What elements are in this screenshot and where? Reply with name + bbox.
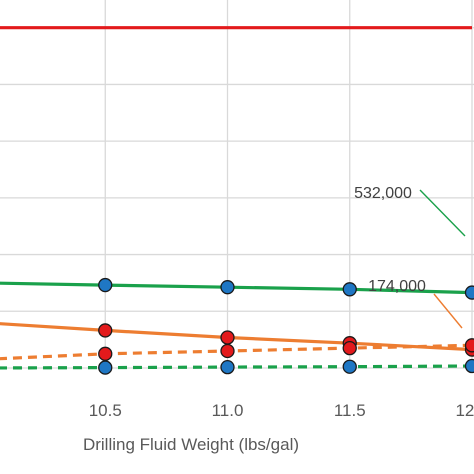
data-point-s1-p1 — [98, 277, 113, 293]
data-point-s2-p1 — [98, 323, 113, 338]
x-tick-label-2: 11.0 — [212, 401, 244, 420]
series-markers — [98, 277, 474, 375]
x-tick-labels: 10.010.511.011.512.0 — [89, 401, 474, 420]
data-point-s4-p1 — [98, 360, 113, 375]
x-tick-label-1: 10.5 — [89, 401, 122, 420]
x-axis-title: Drilling Fluid Weight (lbs/gal) — [83, 435, 299, 454]
data-point-s2-p2 — [220, 330, 235, 345]
callout-leader-0 — [419, 189, 466, 237]
callout-leader-1 — [433, 293, 463, 329]
data-point-s1-p3 — [342, 282, 357, 297]
data-point-s1-p2 — [220, 280, 235, 295]
callout-label-1: 174,000 — [368, 278, 426, 295]
data-point-s4-p2 — [220, 359, 235, 375]
data-point-s3-p4 — [464, 338, 474, 353]
data-point-s3-p1 — [98, 346, 113, 361]
data-point-s4-p4 — [464, 358, 474, 374]
x-tick-label-3: 11.5 — [334, 401, 366, 420]
gridlines — [0, 0, 474, 370]
data-point-s3-p2 — [220, 343, 235, 359]
annotations: 532,000 174,000 — [354, 185, 466, 329]
data-point-s3-p3 — [342, 340, 357, 356]
data-point-s4-p3 — [342, 359, 357, 374]
callout-label-0: 532,000 — [354, 185, 412, 202]
data-point-s1-p4 — [464, 285, 474, 300]
x-tick-label-4: 12.0 — [455, 401, 474, 420]
